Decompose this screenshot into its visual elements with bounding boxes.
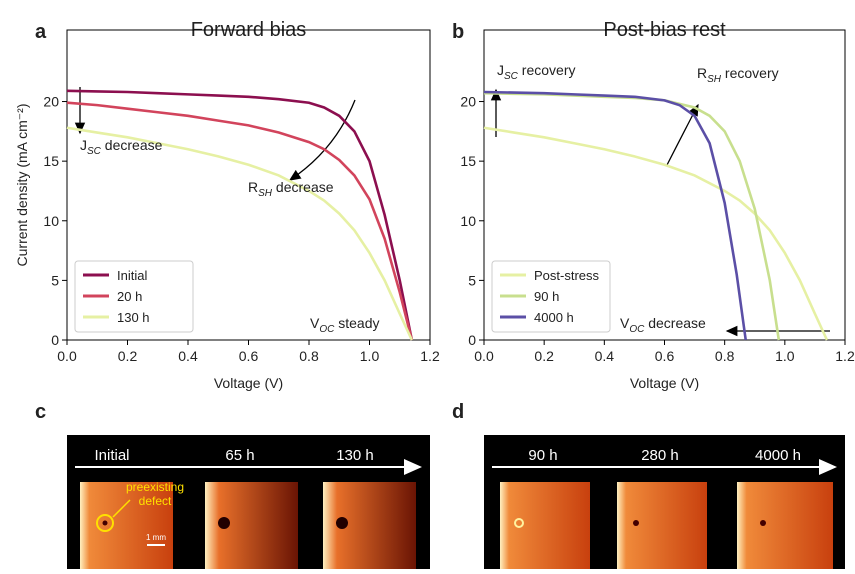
- defect-note-word: preexisting: [126, 480, 184, 494]
- y-tick-label: 15: [460, 153, 476, 169]
- x-axis-label: Voltage (V): [214, 375, 283, 391]
- frame-label: 90 h: [528, 447, 557, 464]
- x-tick-label: 0.2: [534, 348, 554, 364]
- y-tick-label: 10: [43, 213, 59, 229]
- y-axis-label: Current density (mA cm⁻²): [14, 104, 30, 267]
- scale-bar-label: 1 mm: [146, 533, 166, 542]
- defect-note: preexisting defect: [126, 480, 184, 508]
- x-tick-label: 0.8: [299, 348, 319, 364]
- x-tick-label: 0.8: [715, 348, 735, 364]
- x-tick-label: 0.4: [178, 348, 198, 364]
- x-tick-label: 0.2: [118, 348, 138, 364]
- annotation: RSH decrease: [248, 179, 334, 199]
- annotation-main: J: [497, 62, 504, 78]
- x-tick-label: 1.0: [775, 348, 795, 364]
- annotation-sub: SH: [258, 188, 273, 199]
- image-panel-d: [484, 435, 845, 569]
- annotation-sub: SC: [504, 71, 519, 82]
- annotation-main: V: [310, 315, 320, 331]
- annotation: VOC steady: [310, 315, 379, 335]
- y-tick-label: 5: [468, 272, 476, 288]
- x-tick-label: 0.4: [595, 348, 615, 364]
- annotation-main: R: [248, 179, 258, 195]
- annotation: VOC decrease: [620, 315, 706, 335]
- x-tick-label: 1.0: [360, 348, 380, 364]
- annotation-rest: recovery: [721, 65, 779, 81]
- y-tick-label: 10: [460, 213, 476, 229]
- annotation-sub: SC: [87, 146, 102, 157]
- series-line: [66, 89, 414, 341]
- legend-label: 90 h: [534, 289, 559, 304]
- y-tick-label: 20: [43, 94, 59, 110]
- annotation-sub: OC: [319, 324, 335, 335]
- annotation-rest: recovery: [518, 62, 576, 78]
- panel-label: c: [35, 401, 46, 423]
- annotation-rest: decrease: [644, 315, 706, 331]
- annotation: JSC decrease: [80, 137, 163, 157]
- panel-label: b: [452, 21, 464, 43]
- legend-label: Post-stress: [534, 268, 600, 283]
- legend-box: [491, 260, 611, 333]
- x-tick-label: 0.0: [57, 348, 77, 364]
- x-axis-label: Voltage (V): [630, 375, 699, 391]
- frame-label: Initial: [94, 447, 129, 464]
- legend-box: [74, 260, 194, 333]
- annotation-rest: decrease: [101, 137, 163, 153]
- x-tick-label: 0.6: [655, 348, 675, 364]
- annotation-main: R: [697, 65, 707, 81]
- legend-label: 4000 h: [534, 310, 574, 325]
- y-tick-label: 5: [51, 272, 59, 288]
- annotation-sub: SH: [707, 74, 722, 85]
- series-line: [66, 126, 414, 341]
- x-tick-label: 1.2: [835, 348, 855, 364]
- y-tick-label: 0: [51, 332, 59, 348]
- annotation-rest: steady: [334, 315, 379, 331]
- frame-label: 65 h: [225, 447, 254, 464]
- x-tick-label: 0.0: [474, 348, 494, 364]
- legend-label: 130 h: [117, 310, 150, 325]
- frame-label: 4000 h: [755, 447, 801, 464]
- x-tick-label: 0.6: [239, 348, 259, 364]
- annotation: JSC recovery: [497, 62, 575, 82]
- x-tick-label: 1.2: [420, 348, 440, 364]
- legend-label: 20 h: [117, 289, 142, 304]
- defect-note-word: defect: [139, 494, 172, 508]
- annotation-rest: decrease: [272, 179, 334, 195]
- y-tick-label: 0: [468, 332, 476, 348]
- series-line: [66, 101, 414, 341]
- y-tick-label: 15: [43, 153, 59, 169]
- annotation-main: J: [80, 137, 87, 153]
- image-panel-c: [67, 435, 430, 569]
- panel-label: d: [452, 401, 464, 423]
- annotation-sub: OC: [629, 324, 645, 335]
- annotation: RSH recovery: [697, 65, 779, 85]
- y-tick-label: 20: [460, 94, 476, 110]
- annotation-main: V: [620, 315, 630, 331]
- panel-label: a: [35, 21, 47, 43]
- frame-label: 280 h: [641, 447, 679, 464]
- legend-label: Initial: [117, 268, 147, 283]
- series-line: [483, 126, 829, 341]
- frame-label: 130 h: [336, 447, 374, 464]
- series-line: [483, 90, 748, 341]
